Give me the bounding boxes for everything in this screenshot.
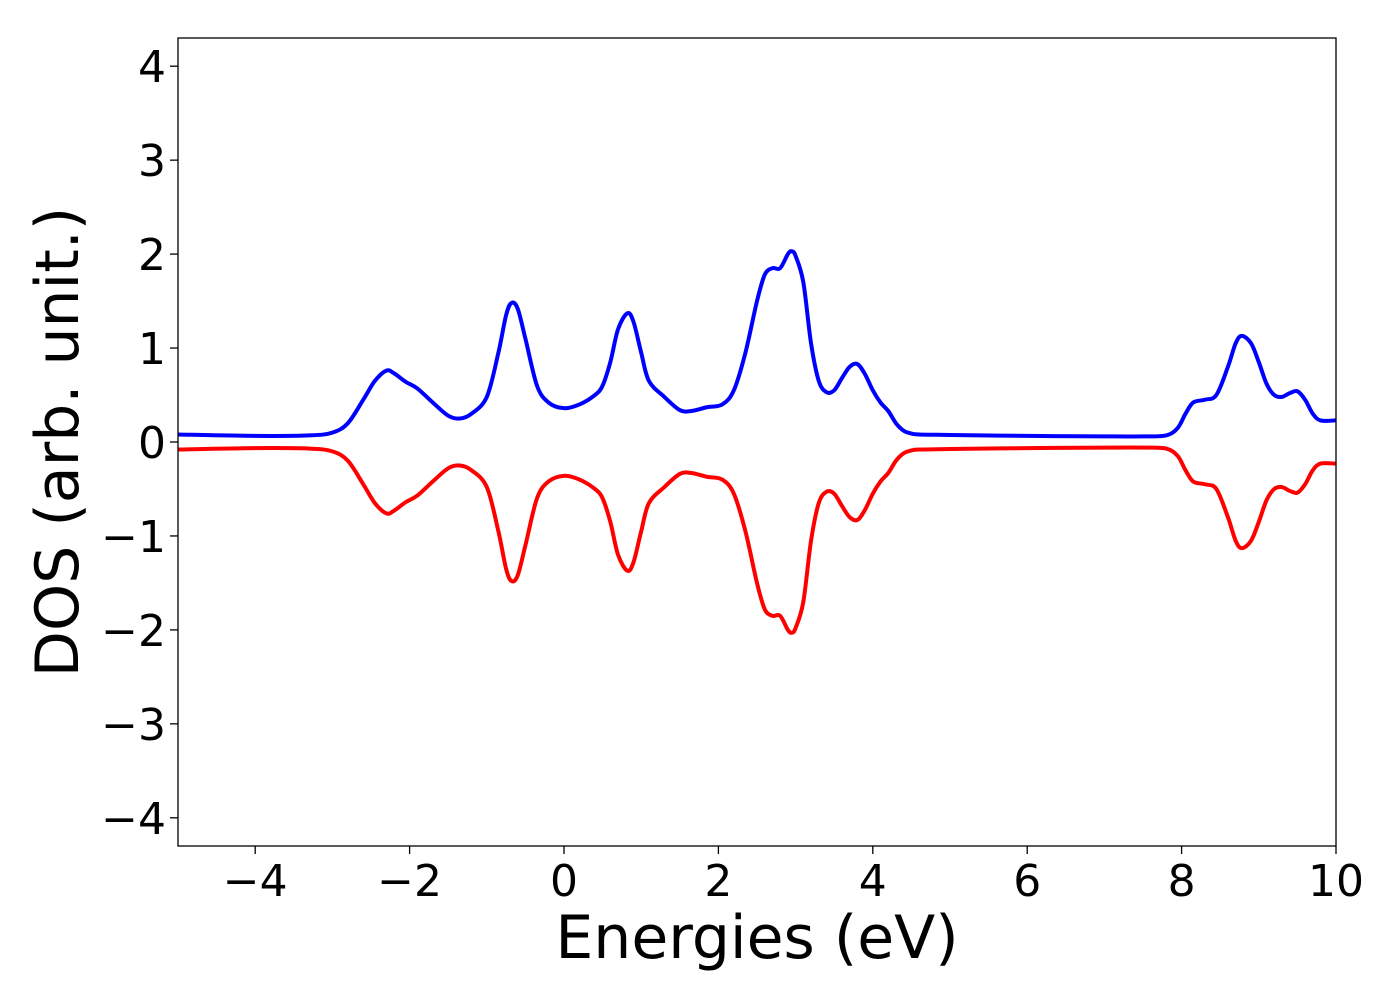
y-tick-label: −3 (101, 700, 166, 751)
plot-frame (177, 37, 1337, 847)
y-tick-label: 4 (138, 42, 166, 93)
y-tick-label: −2 (101, 606, 166, 657)
x-tick-label: 6 (1013, 856, 1041, 907)
series-line-2 (178, 445, 1336, 635)
x-tick-label: −2 (377, 856, 442, 907)
series-line-1 (178, 249, 1336, 439)
x-axis-ticks: −4 −2 0 2 4 6 8 10 (223, 846, 1364, 907)
y-tick-label: 0 (138, 418, 166, 469)
x-tick-label: 0 (550, 856, 578, 907)
x-tick-label: −4 (223, 856, 288, 907)
y-axis-label: DOS (arb. unit.) (23, 207, 93, 677)
x-axis-label: Energies (eV) (555, 903, 958, 973)
y-tick-label: 3 (138, 136, 166, 187)
y-tick-label: 2 (138, 230, 166, 281)
y-tick-label: 1 (138, 324, 166, 375)
y-tick-label: −1 (101, 512, 166, 563)
x-tick-label: 10 (1308, 856, 1364, 907)
x-tick-label: 8 (1168, 856, 1196, 907)
x-tick-label: 4 (859, 856, 887, 907)
series-layer (178, 249, 1336, 635)
y-axis-ticks: 4 3 2 1 0 −1 −2 −3 −4 (101, 42, 178, 845)
y-tick-label: −4 (101, 794, 166, 845)
x-tick-label: 2 (704, 856, 732, 907)
